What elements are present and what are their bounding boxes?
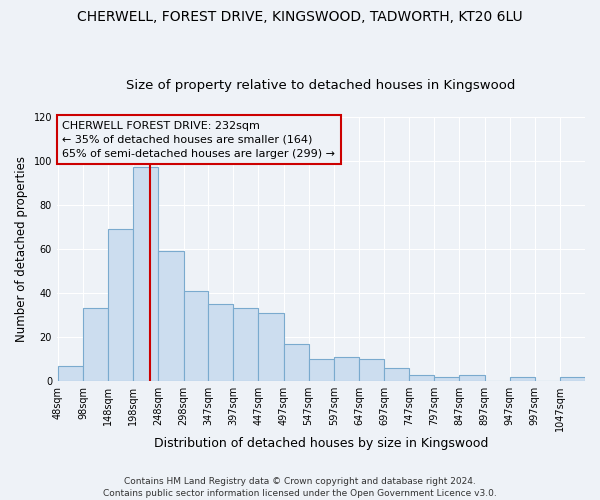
Bar (460, 374, 485, 381)
Bar (409, 374, 434, 381)
Bar (284, 344, 308, 381)
Bar (184, 291, 208, 381)
Bar (560, 377, 585, 381)
Bar (108, 229, 133, 381)
Title: Size of property relative to detached houses in Kingswood: Size of property relative to detached ho… (126, 79, 515, 92)
Bar (133, 168, 158, 381)
Bar (233, 308, 259, 381)
X-axis label: Distribution of detached houses by size in Kingswood: Distribution of detached houses by size … (154, 437, 488, 450)
Y-axis label: Number of detached properties: Number of detached properties (15, 156, 28, 342)
Bar (58, 366, 83, 381)
Bar (158, 251, 184, 381)
Bar (384, 368, 409, 381)
Bar (334, 357, 359, 381)
Bar (208, 304, 233, 381)
Bar (434, 377, 460, 381)
Bar (509, 377, 535, 381)
Text: Contains HM Land Registry data © Crown copyright and database right 2024.
Contai: Contains HM Land Registry data © Crown c… (103, 476, 497, 498)
Bar (259, 313, 284, 381)
Bar (308, 359, 334, 381)
Text: CHERWELL, FOREST DRIVE, KINGSWOOD, TADWORTH, KT20 6LU: CHERWELL, FOREST DRIVE, KINGSWOOD, TADWO… (77, 10, 523, 24)
Bar (83, 308, 108, 381)
Text: CHERWELL FOREST DRIVE: 232sqm
← 35% of detached houses are smaller (164)
65% of : CHERWELL FOREST DRIVE: 232sqm ← 35% of d… (62, 120, 335, 158)
Bar (359, 359, 384, 381)
